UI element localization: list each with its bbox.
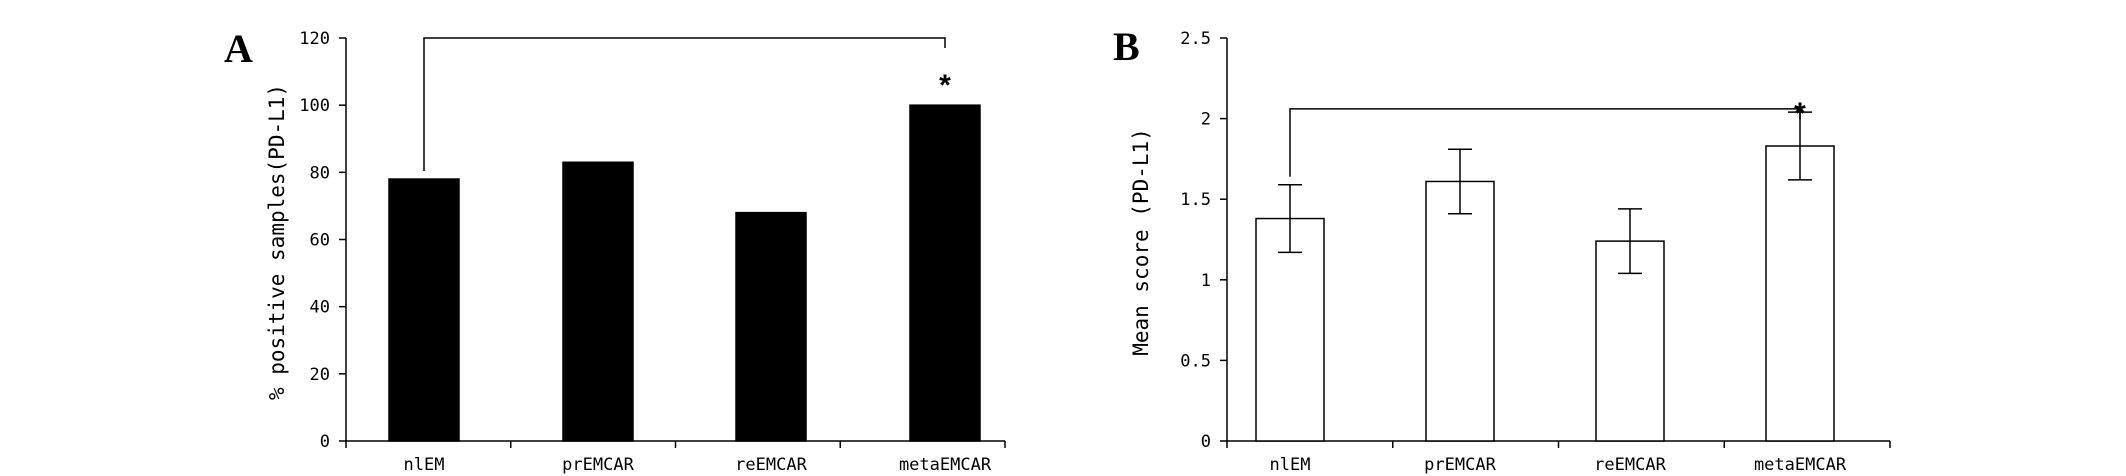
panel-b-x-tick-label: reEMCAR xyxy=(1594,455,1666,475)
panel-b-chart: B 0 0.5 1 1.5 2 2.5 nlEM prEMCAR reEMCAR metaEMCA… xyxy=(1113,24,1891,475)
panel-b-bar-metaEMCAR xyxy=(1765,145,1835,442)
panel-a-chart: A 0 20 40 60 80 100 120 nlEM prEMCAR reEMCAR metaE… xyxy=(224,26,1006,475)
panel-a-bar-nlEM xyxy=(388,178,460,442)
panel-a-y-axis-title: % positive samples(PD-L1) xyxy=(265,84,289,400)
panel-b-x-tick-label: prEMCAR xyxy=(1424,455,1496,475)
panel-a-bar-prEMCAR xyxy=(562,161,634,442)
panel-a-y-tick-label: 0 xyxy=(320,432,330,452)
panel-b-significance-marker: * xyxy=(1794,97,1806,130)
panel-a-y-tick-label: 60 xyxy=(310,231,330,251)
panel-a-significance-bracket xyxy=(423,37,946,172)
panel-b-y-axis-title: Mean score (PD-L1) xyxy=(1129,128,1153,356)
panel-a-y-tick-label: 120 xyxy=(299,29,330,49)
panel-b-x-tick-label: metaEMCAR xyxy=(1754,455,1847,475)
panel-a-y-tick-label: 100 xyxy=(299,96,330,116)
panel-b-letter: B xyxy=(1113,24,1140,69)
panel-b-y-tick-label: 1 xyxy=(1201,271,1211,291)
panel-b-y-tick-label: 2.5 xyxy=(1180,29,1211,49)
panel-a-x-tick-label: reEMCAR xyxy=(735,455,807,475)
panel-a-bar-metaEMCAR xyxy=(909,104,981,442)
panel-b-x-tick-label: nlEM xyxy=(1270,455,1311,475)
panel-a-x-tick-label: metaEMCAR xyxy=(899,455,992,475)
panel-b-bar-reEMCAR xyxy=(1595,240,1665,442)
panel-b-y-tick-label: 2 xyxy=(1201,110,1211,130)
panel-a-letter: A xyxy=(224,26,253,71)
panel-a-significance-marker: * xyxy=(939,69,951,102)
panel-a-y-tick-label: 40 xyxy=(310,298,330,318)
panel-a-x-tick-label: prEMCAR xyxy=(562,455,634,475)
panel-b-y-tick-label: 1.5 xyxy=(1180,190,1211,210)
panel-b-y-tick-label: 0 xyxy=(1201,432,1211,452)
panel-b-y-tick-label: 0.5 xyxy=(1180,351,1211,371)
panel-b-bar-nlEM xyxy=(1255,217,1325,442)
panel-a-bar-reEMCAR xyxy=(735,211,807,442)
panel-a-x-tick-label: nlEM xyxy=(404,455,445,475)
panel-b-significance-bracket xyxy=(1289,108,1801,177)
panel-b-bar-prEMCAR xyxy=(1425,180,1495,442)
panel-a-y-tick-label: 20 xyxy=(310,365,330,385)
panel-a-y-tick-label: 80 xyxy=(310,163,330,183)
